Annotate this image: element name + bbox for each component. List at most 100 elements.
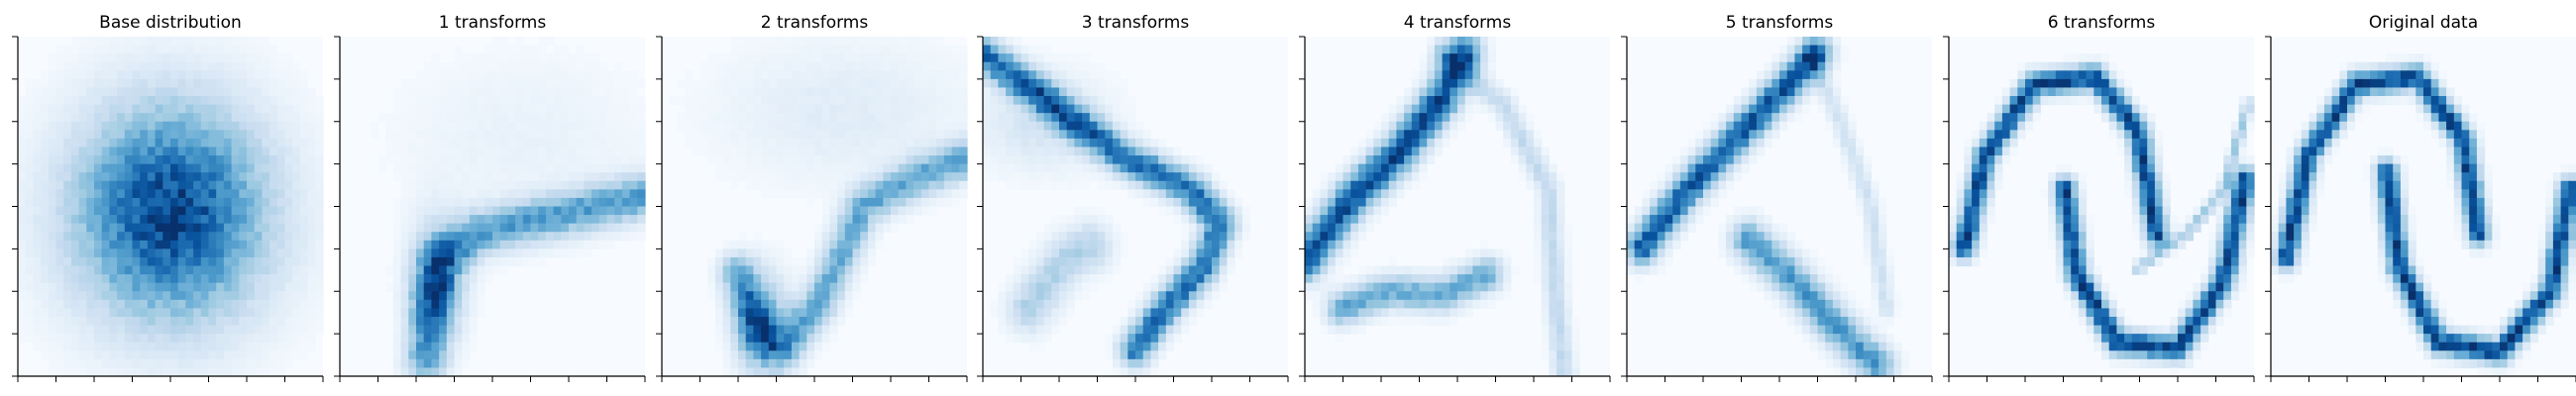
heatmap-cell [132, 206, 141, 216]
heatmap-cell [621, 155, 631, 165]
heatmap-cell [41, 256, 50, 267]
heatmap-cell [269, 96, 278, 106]
heatmap-cell [515, 130, 524, 140]
heatmap-cell [1419, 138, 1428, 148]
heatmap-cell [1188, 232, 1198, 242]
heatmap-cell [998, 291, 1007, 301]
heatmap-cell [1556, 197, 1565, 208]
heatmap-cell [200, 130, 210, 140]
heatmap-cell [722, 240, 731, 249]
heatmap-cell [1534, 130, 1543, 140]
heatmap-cell [492, 138, 501, 148]
heatmap-cell [591, 197, 600, 208]
heatmap-cell [1105, 78, 1114, 89]
heatmap-cell [998, 172, 1007, 182]
heatmap-cell [231, 265, 240, 275]
heatmap-cell [1510, 104, 1520, 114]
heatmap-cell [1350, 163, 1359, 173]
heatmap-cell [707, 282, 716, 292]
heatmap-cell [446, 180, 456, 190]
heatmap-cell [1142, 282, 1151, 292]
heatmap-cell [469, 282, 479, 292]
heatmap-cell [629, 104, 638, 114]
heatmap-cell [1074, 138, 1083, 148]
heatmap-cell [1534, 147, 1543, 156]
heatmap-cell [177, 367, 186, 377]
heatmap-cell [1373, 274, 1382, 284]
heatmap-cell [1020, 121, 1029, 131]
heatmap-cell [86, 189, 95, 199]
heatmap-cell [140, 172, 149, 182]
heatmap-cell [262, 282, 270, 292]
heatmap-cell [1173, 334, 1182, 344]
heatmap-cell [569, 232, 578, 242]
heatmap-cell [867, 232, 877, 242]
heatmap-cell [292, 265, 301, 275]
heatmap-cell [1227, 206, 1235, 216]
heatmap-cell [1534, 223, 1543, 233]
heatmap-cell [883, 78, 892, 89]
heatmap-cell [1350, 325, 1359, 335]
heatmap-cell [891, 37, 900, 47]
heatmap-cell [515, 61, 524, 71]
heatmap-cell [990, 155, 999, 165]
heatmap-cell [852, 87, 861, 97]
heatmap-cell [454, 130, 463, 140]
heatmap-cell [621, 172, 631, 182]
heatmap-cell [423, 70, 432, 80]
heatmap-cell [25, 334, 34, 344]
heatmap-cell [315, 96, 324, 106]
heatmap-cell [507, 53, 516, 63]
heatmap-cell [1028, 138, 1037, 148]
heatmap-cell [761, 274, 770, 284]
heatmap-cell [70, 215, 80, 225]
heatmap-cell [499, 206, 508, 216]
heatmap-cell [1388, 130, 1397, 140]
heatmap-cell [1142, 316, 1151, 327]
heatmap-cell [814, 96, 823, 106]
heatmap-cell [745, 325, 754, 335]
heatmap-cell [1006, 334, 1015, 344]
heatmap-cell [699, 138, 708, 148]
heatmap-cell [1234, 206, 1243, 216]
heatmap-cell [883, 138, 892, 148]
heatmap-cell [852, 240, 861, 249]
heatmap-cell [223, 291, 233, 301]
heatmap-cell [891, 155, 900, 165]
heatmap-cell [936, 45, 945, 54]
heatmap-cell [231, 350, 240, 360]
heatmap-cell [469, 155, 479, 165]
heatmap-cell [1495, 78, 1504, 89]
heatmap-cell [1127, 138, 1136, 148]
heatmap-cell [299, 180, 309, 190]
heatmap-cell [821, 256, 830, 267]
heatmap-cell [507, 189, 516, 199]
heatmap-cell [814, 147, 823, 156]
heatmap-cell [1097, 78, 1106, 89]
heatmap-cell [1150, 138, 1159, 148]
heatmap-cell [1381, 316, 1390, 327]
heatmap-cell [1472, 87, 1481, 97]
heatmap-cell [806, 342, 815, 351]
heatmap-cell [768, 316, 778, 327]
heatmap-cell [998, 113, 1007, 123]
heatmap-cell [416, 223, 425, 233]
heatmap-cell [1212, 265, 1221, 275]
heatmap-cell [132, 325, 141, 335]
heatmap-cell [469, 256, 479, 267]
heatmap-cell [791, 189, 801, 199]
heatmap-cell [860, 206, 869, 216]
heatmap-cell [814, 70, 823, 80]
heatmap-cell [94, 342, 103, 351]
heatmap-cell [262, 53, 270, 63]
heatmap-cell [416, 113, 425, 123]
heatmap-cell [392, 172, 402, 182]
heatmap-cell [299, 163, 309, 173]
heatmap-cell [959, 130, 968, 140]
heatmap-cell [492, 197, 501, 208]
heatmap-cell [1089, 113, 1099, 123]
heatmap-cell [307, 172, 316, 182]
heatmap-cell [692, 138, 701, 148]
heatmap-cell [1434, 87, 1444, 97]
